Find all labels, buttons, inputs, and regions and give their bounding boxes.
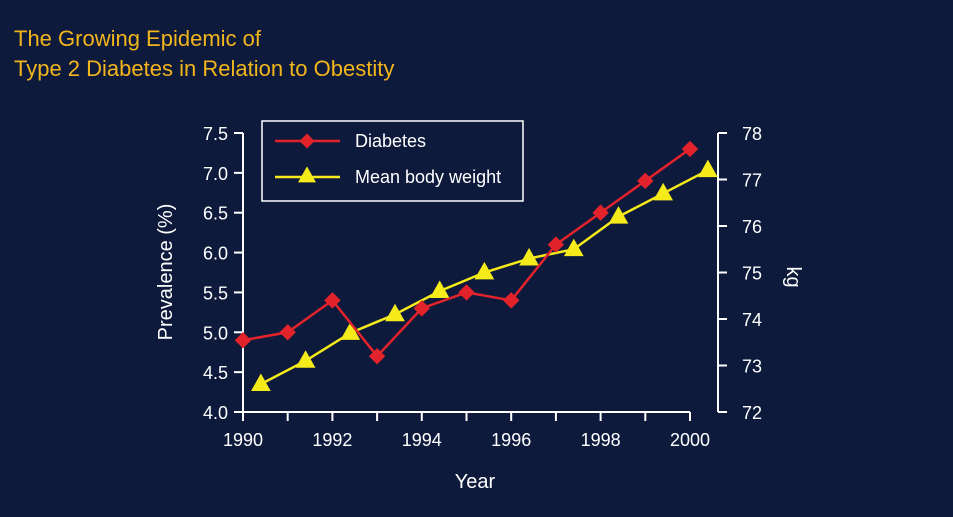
y2-tick-label: 72	[742, 403, 762, 423]
title-line-2: Type 2 Diabetes in Relation to Obestity	[14, 56, 395, 81]
weight-marker	[563, 238, 584, 257]
diabetes-marker	[324, 292, 341, 309]
legend-triangle-icon	[298, 166, 316, 183]
diabetes-marker	[234, 332, 252, 349]
y2-tick-label: 75	[742, 264, 762, 284]
chart-legend: Diabetes Mean body weight	[261, 120, 524, 202]
diabetes-marker	[413, 300, 431, 317]
diabetes-marker	[681, 140, 699, 158]
y-axis-label: Prevalence (%)	[155, 204, 177, 341]
y-tick-label: 7.5	[203, 124, 228, 144]
y-tick-label: 5.5	[203, 283, 228, 303]
weight-marker	[698, 159, 718, 178]
y-tick-label: 4.5	[203, 363, 228, 383]
x-tick-label: 1990	[223, 430, 263, 450]
weight-marker	[519, 247, 539, 266]
diabetes-marker	[502, 292, 520, 309]
legend-label: Diabetes	[355, 131, 426, 151]
y2-tick-label: 78	[742, 124, 762, 144]
legend-box	[261, 120, 524, 202]
y2-tick-label: 73	[742, 357, 762, 377]
x-tick-label: 1996	[491, 430, 531, 450]
x-tick-label: 1992	[312, 430, 352, 450]
weight-marker	[429, 280, 450, 298]
legend-diamond-icon	[299, 133, 315, 149]
chart-axes: 4.0 4.5 5.0 5.5 6.0 6.5 7.0 7.5 72 73 74 75 76 77 78 19…	[203, 124, 762, 450]
diabetes-marker	[458, 284, 475, 301]
title-line-1: The Growing Epidemic of	[14, 26, 261, 51]
weight-marker	[653, 182, 674, 201]
diabetes-marker	[592, 204, 609, 221]
y-tick-label: 7.0	[203, 164, 228, 184]
diabetes-marker	[637, 172, 654, 190]
diabetes-marker	[368, 347, 386, 365]
y-tick-label: 4.0	[203, 403, 228, 423]
x-tick-label: 2000	[670, 430, 710, 450]
weight-marker	[251, 373, 271, 391]
weight-marker	[608, 206, 629, 224]
diabetes-marker	[279, 324, 296, 341]
y2-tick-label: 77	[742, 171, 762, 191]
weight-marker	[340, 322, 361, 340]
y2-tick-label: 76	[742, 217, 762, 237]
y-tick-label: 6.5	[203, 204, 228, 224]
slide-title: The Growing Epidemic of Type 2 Diabetes …	[14, 24, 394, 84]
diabetes-marker	[547, 236, 565, 253]
y-tick-label: 5.0	[203, 323, 228, 343]
weight-marker	[295, 350, 316, 368]
legend-label: Mean body weight	[355, 167, 501, 187]
y2-axis-label: kg	[782, 266, 804, 287]
x-axis-label: Year	[455, 471, 496, 493]
weight-marker	[474, 261, 495, 280]
chart-series	[234, 140, 718, 391]
weight-marker	[385, 303, 405, 322]
x-tick-label: 1998	[581, 430, 621, 450]
y-tick-label: 6.0	[203, 244, 228, 264]
x-tick-label: 1994	[402, 430, 442, 450]
y2-tick-label: 74	[742, 310, 762, 330]
